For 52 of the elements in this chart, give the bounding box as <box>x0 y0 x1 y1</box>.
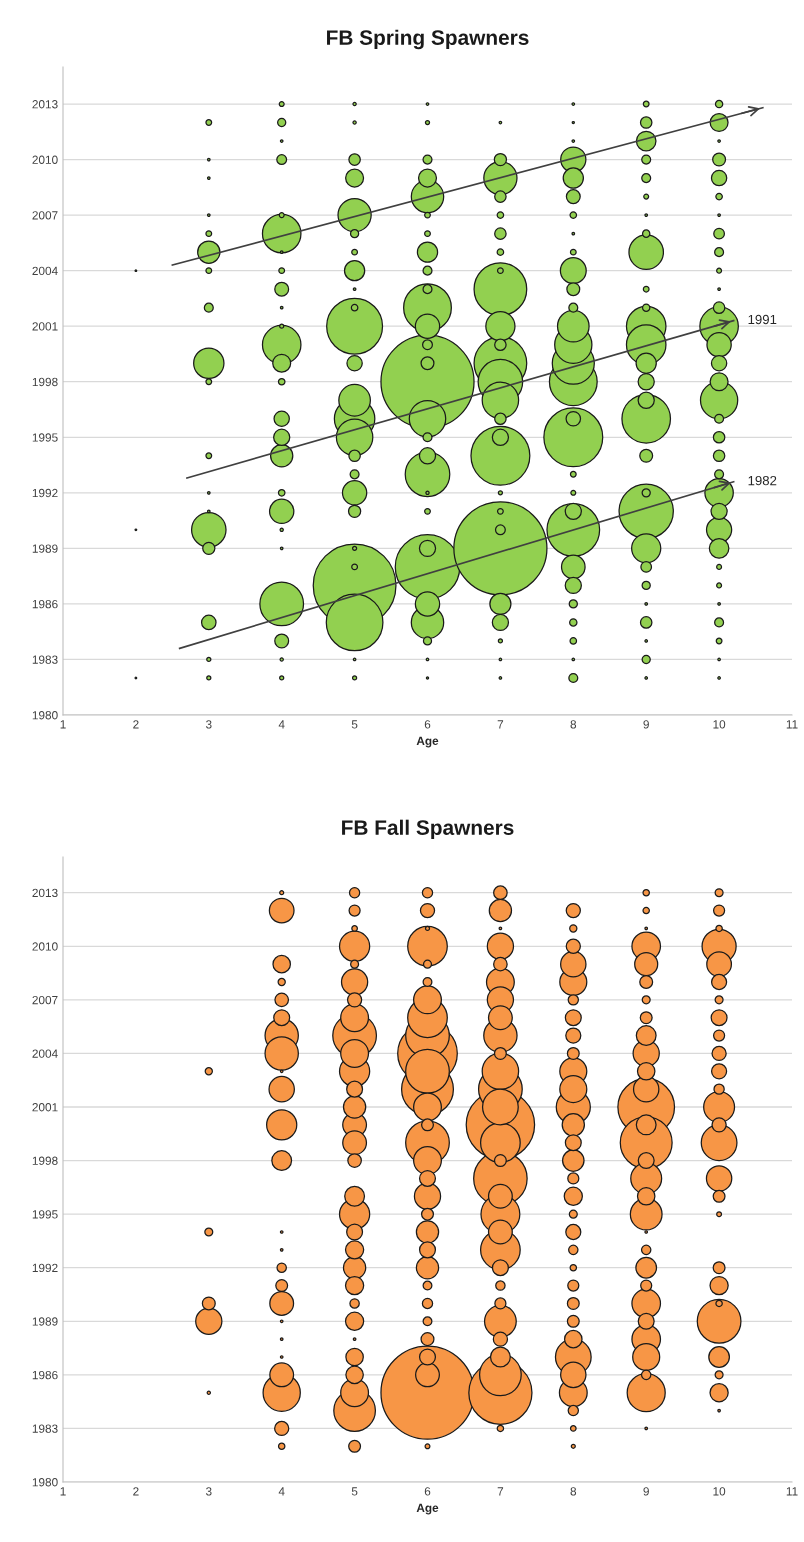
y-tick-label: 2010 <box>32 155 58 164</box>
x-tick-label: 1 <box>60 1487 66 1496</box>
annotation: 1991 <box>748 314 777 325</box>
x-tick-label: 5 <box>351 720 358 729</box>
x-tick-label: 8 <box>570 720 577 729</box>
x-tick-label: 8 <box>570 1487 577 1496</box>
x-tick-label: 9 <box>643 1487 649 1496</box>
x-tick-label: 5 <box>351 1487 358 1496</box>
y-tick-label: 1980 <box>32 1478 58 1487</box>
y-tick-label: 1995 <box>32 433 58 442</box>
y-tick-label: 2004 <box>32 1049 58 1058</box>
x-tick-label: 7 <box>497 720 504 729</box>
x-tick-label: 2 <box>133 1487 139 1496</box>
y-tick-label: 2013 <box>32 100 58 109</box>
y-tick-label: 2007 <box>32 995 58 1005</box>
x-tick-label: 10 <box>713 720 726 729</box>
y-tick-label: 1980 <box>32 711 58 720</box>
y-tick-label: 2010 <box>32 942 58 951</box>
x-tick-label: 1 <box>60 720 66 729</box>
y-tick-label: 1986 <box>32 1370 58 1380</box>
y-tick-label: 1998 <box>32 1156 58 1165</box>
y-tick-label: 2001 <box>32 322 58 331</box>
x-axis-title: Age <box>416 736 439 748</box>
y-tick-label: 1983 <box>32 655 58 664</box>
y-tick-label: 2007 <box>32 211 58 220</box>
x-tick-label: 3 <box>205 720 212 729</box>
y-tick-label: 2001 <box>32 1103 58 1112</box>
chart-title: FB Fall Spawners <box>342 819 514 840</box>
x-tick-label: 4 <box>278 1487 285 1496</box>
x-tick-label: 6 <box>424 1487 431 1496</box>
y-tick-label: 1983 <box>32 1424 58 1433</box>
x-axis-title: Age <box>416 1503 439 1515</box>
chart-title: FB Spring Spawners <box>327 29 529 50</box>
x-tick-label: 9 <box>643 720 649 729</box>
y-tick-label: 1989 <box>32 1317 58 1326</box>
y-tick-label: 2004 <box>32 266 58 276</box>
y-tick-label: 1998 <box>32 377 58 387</box>
y-tick-label: 2013 <box>32 888 58 898</box>
y-tick-label: 1989 <box>32 544 58 553</box>
x-tick-label: 6 <box>424 720 431 729</box>
y-tick-label: 1992 <box>32 1263 58 1273</box>
x-tick-label: 3 <box>205 1487 212 1496</box>
y-tick-label: 1992 <box>32 488 58 498</box>
x-tick-label: 4 <box>278 720 285 729</box>
x-tick-label: 7 <box>497 1487 504 1496</box>
y-tick-label: 1995 <box>32 1210 58 1219</box>
x-tick-label: 11 <box>786 1487 798 1496</box>
y-tick-label: 1986 <box>32 599 58 609</box>
annotation: 1982 <box>748 475 777 486</box>
x-tick-label: 11 <box>786 720 798 729</box>
x-tick-label: 10 <box>713 1487 726 1496</box>
x-tick-label: 2 <box>133 720 139 729</box>
